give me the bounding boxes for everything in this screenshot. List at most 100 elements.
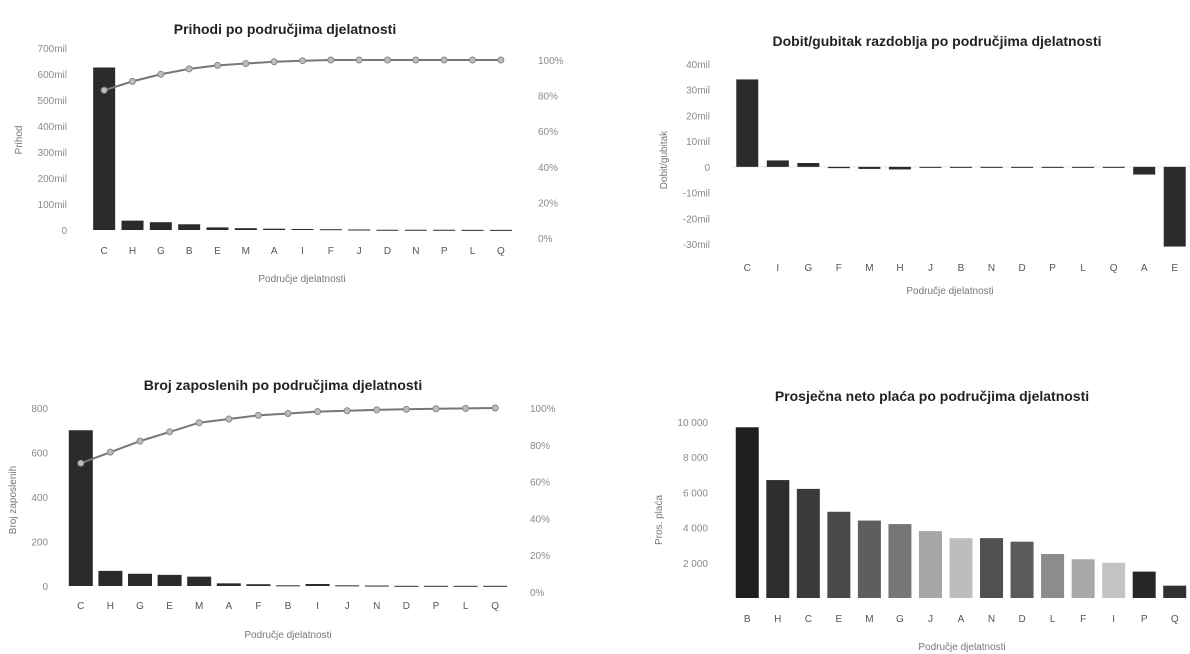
- cumulative-point: [106, 448, 114, 456]
- cumulative-point: [136, 437, 144, 445]
- x-tick-label: L: [1050, 614, 1056, 625]
- x-tick-label: F: [328, 246, 334, 257]
- y-tick-label: 400: [31, 493, 48, 504]
- y-tick-label: 8 000: [683, 453, 708, 464]
- cumulative-point: [373, 406, 381, 414]
- y-tick-label: 500mil: [38, 96, 67, 107]
- y2-tick-label: 60%: [530, 478, 550, 489]
- bar: [1163, 166, 1186, 247]
- x-tick-label: H: [107, 601, 114, 612]
- y2-tick-label: 80%: [530, 441, 550, 452]
- x-axis-label: Područje djelatnosti: [906, 286, 993, 297]
- bar: [453, 585, 478, 587]
- bar: [305, 583, 330, 586]
- bar: [857, 520, 881, 598]
- x-tick-label: L: [470, 246, 476, 257]
- y-tick-label: -30mil: [683, 240, 710, 251]
- bar: [735, 427, 759, 598]
- cumulative-point: [412, 56, 420, 64]
- x-tick-label: B: [186, 246, 193, 257]
- x-tick-label: N: [373, 601, 380, 612]
- chart-title: Prosječna neto plaća po područjima djela…: [775, 388, 1089, 404]
- x-axis-label: Područje djelatnosti: [918, 642, 1005, 653]
- y-tick-label: 400mil: [38, 122, 67, 133]
- cumulative-point: [384, 56, 391, 64]
- x-axis-label: Područje djelatnosti: [244, 630, 331, 641]
- y-tick-label: 20mil: [686, 111, 710, 122]
- x-tick-label: C: [805, 614, 812, 625]
- x-tick-label: E: [836, 614, 843, 625]
- bar: [1010, 541, 1034, 598]
- bar: [483, 585, 508, 587]
- cumulative-point: [254, 411, 262, 419]
- bar: [187, 576, 212, 586]
- x-tick-label: C: [101, 246, 108, 257]
- y2-tick-label: 60%: [538, 127, 558, 138]
- x-tick-label: N: [412, 246, 419, 257]
- bar: [291, 228, 314, 230]
- chart-revenue: Prihodi po područjima djelatnosti Prihod…: [14, 21, 564, 285]
- bar: [149, 222, 172, 230]
- x-tick-label: D: [384, 246, 391, 257]
- cumulative-point: [242, 60, 250, 68]
- cumulative-point: [469, 56, 476, 64]
- cumulative-point: [432, 405, 440, 413]
- x-tick-label: I: [1112, 614, 1115, 625]
- cumulative-point: [195, 419, 203, 427]
- bar: [797, 163, 820, 167]
- y-tick-label: 2 000: [683, 559, 708, 570]
- y-tick-label: 600mil: [38, 70, 67, 81]
- bar: [888, 166, 911, 170]
- x-tick-label: Q: [491, 601, 499, 612]
- x-tick-label: P: [1049, 263, 1056, 274]
- y-tick-label: 0: [61, 226, 67, 237]
- bar: [376, 229, 399, 231]
- bar: [98, 570, 123, 586]
- plot-area: 0 200 400 600 800 C H G E M A F B I J N D P L Q 0% 20% 40% 60% 8…: [31, 404, 555, 612]
- x-tick-label: A: [271, 246, 278, 257]
- x-tick-label: D: [403, 601, 410, 612]
- bar: [766, 480, 790, 598]
- bar: [1071, 559, 1095, 598]
- cumulative-point: [299, 57, 306, 65]
- x-tick-label: I: [316, 601, 319, 612]
- x-tick-label: I: [776, 263, 779, 274]
- x-tick-label: H: [774, 614, 781, 625]
- bar: [489, 229, 512, 231]
- bar: [950, 166, 972, 168]
- x-axis-label: Područje djelatnosti: [258, 274, 345, 285]
- cumulative-point: [355, 56, 363, 64]
- y2-tick-label: 0%: [530, 588, 545, 599]
- x-tick-label: G: [896, 614, 904, 625]
- x-tick-label: N: [988, 263, 995, 274]
- bar: [68, 430, 93, 586]
- cumulative-point: [402, 405, 410, 413]
- bar: [827, 166, 850, 169]
- y2-tick-label: 20%: [530, 551, 550, 562]
- y-tick-label: 600: [31, 449, 48, 460]
- y-axis-label: Dobit/gubitak: [659, 130, 670, 189]
- y-tick-label: 10mil: [686, 137, 710, 148]
- x-tick-label: A: [225, 601, 232, 612]
- cumulative-point: [166, 428, 174, 436]
- bar: [216, 583, 241, 586]
- y-tick-label: 100mil: [38, 200, 67, 211]
- x-tick-label: A: [958, 614, 965, 625]
- chart-title: Dobit/gubitak razdoblja po područjima dj…: [772, 33, 1101, 49]
- x-tick-label: Q: [1171, 614, 1179, 625]
- y-tick-label: -10mil: [683, 189, 710, 200]
- x-tick-label: G: [157, 246, 165, 257]
- x-tick-label: M: [865, 614, 873, 625]
- bar: [980, 166, 1003, 168]
- y-tick-label: 40mil: [686, 60, 710, 71]
- x-tick-label: G: [804, 263, 812, 274]
- y2-tick-label: 100%: [538, 56, 564, 67]
- cumulative-point: [157, 70, 165, 78]
- y-tick-label: 30mil: [686, 86, 710, 97]
- bar: [1072, 166, 1095, 168]
- cumulative-point: [225, 415, 233, 423]
- chart-employees: Broj zaposlenih po područjima djelatnost…: [8, 377, 556, 641]
- plot-area: 2 000 4 000 6 000 8 000 10 000 B H C E M G J A N D L F I P…: [677, 418, 1187, 625]
- bar: [178, 224, 201, 230]
- cumulative-point: [185, 65, 193, 73]
